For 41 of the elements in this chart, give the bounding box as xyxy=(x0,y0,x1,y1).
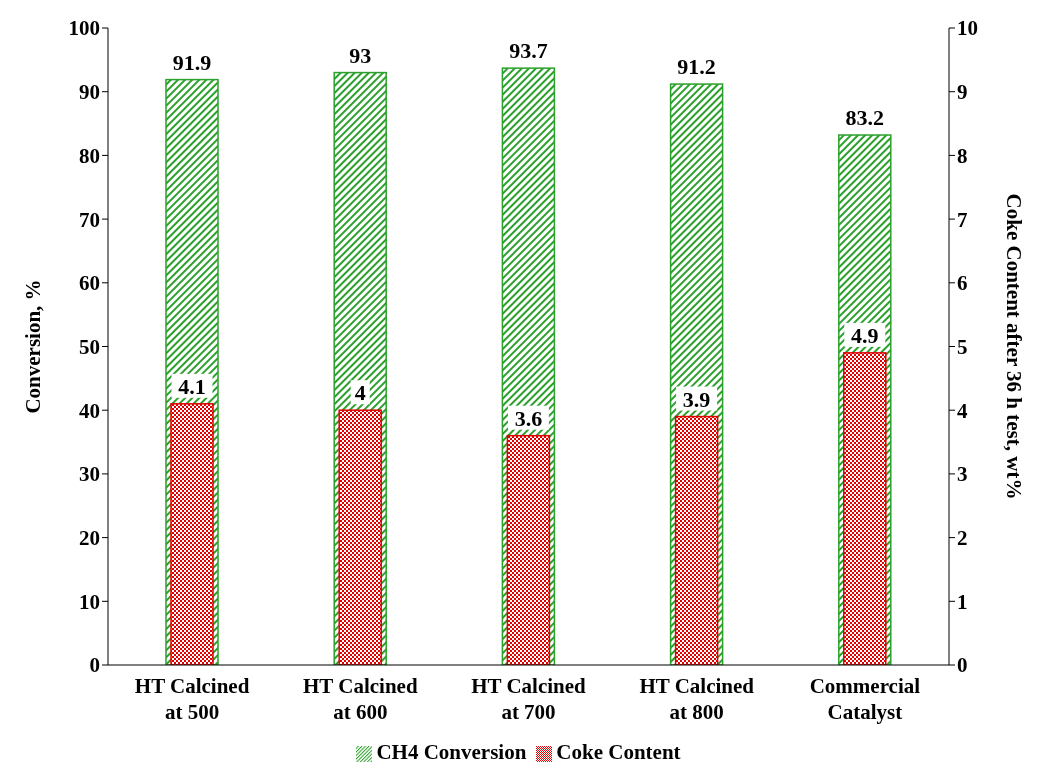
y2-tick-label: 9 xyxy=(957,80,968,105)
legend-label: CH4 Conversion xyxy=(376,740,527,764)
data-label: 93 xyxy=(349,42,372,68)
data-label: 4.9 xyxy=(851,322,879,348)
y2-tick-label: 0 xyxy=(957,653,968,678)
data-label: 4 xyxy=(354,380,366,406)
y2-tick-label: 4 xyxy=(957,398,968,423)
y2-tick-label: 8 xyxy=(957,143,968,168)
data-label: 4.1 xyxy=(178,373,206,399)
y-tick-label: 80 xyxy=(79,143,100,168)
x-tick-label: HT Calcined at 500 xyxy=(134,674,250,724)
y2-tick-label: 2 xyxy=(957,526,968,551)
y-tick-label: 30 xyxy=(79,462,100,487)
y2-tick-label: 7 xyxy=(957,207,968,232)
y-tick-label: 50 xyxy=(79,334,100,359)
y2-tick-label: 3 xyxy=(957,462,968,487)
y-tick-label: 90 xyxy=(79,80,100,105)
y-tick-label: 0 xyxy=(89,653,100,678)
data-label: 91.2 xyxy=(677,54,716,80)
y-tick-label: 100 xyxy=(68,16,100,41)
data-label: 3.9 xyxy=(682,386,711,412)
y-tick-label: 70 xyxy=(79,207,100,232)
y2-tick-label: 6 xyxy=(957,271,968,296)
y2-axis-title: Coke Content after 36 h test, wt% xyxy=(1001,193,1026,500)
data-label: 93.7 xyxy=(509,38,548,64)
y2-tick-label: 1 xyxy=(957,589,968,614)
y-tick-label: 60 xyxy=(79,271,100,296)
x-tick-label: HT Calcined at 600 xyxy=(303,674,418,724)
y-tick-label: 10 xyxy=(79,589,100,614)
x-tick-label: HT Calcined at 800 xyxy=(639,674,755,724)
data-label: 91.9 xyxy=(172,49,212,75)
data-label: 83.2 xyxy=(845,105,885,131)
y-axis-title: Conversion, % xyxy=(21,279,46,414)
y2-tick-label: 5 xyxy=(957,334,968,359)
x-tick-label: Commercial Catalyst xyxy=(809,674,921,724)
x-tick-label: HT Calcined at 700 xyxy=(471,674,587,724)
y-tick-label: 20 xyxy=(79,526,100,551)
data-label: 3.6 xyxy=(514,405,543,431)
y2-tick-label: 10 xyxy=(957,16,978,41)
legend-label: Coke Content xyxy=(556,740,681,764)
y-tick-label: 40 xyxy=(79,398,100,423)
